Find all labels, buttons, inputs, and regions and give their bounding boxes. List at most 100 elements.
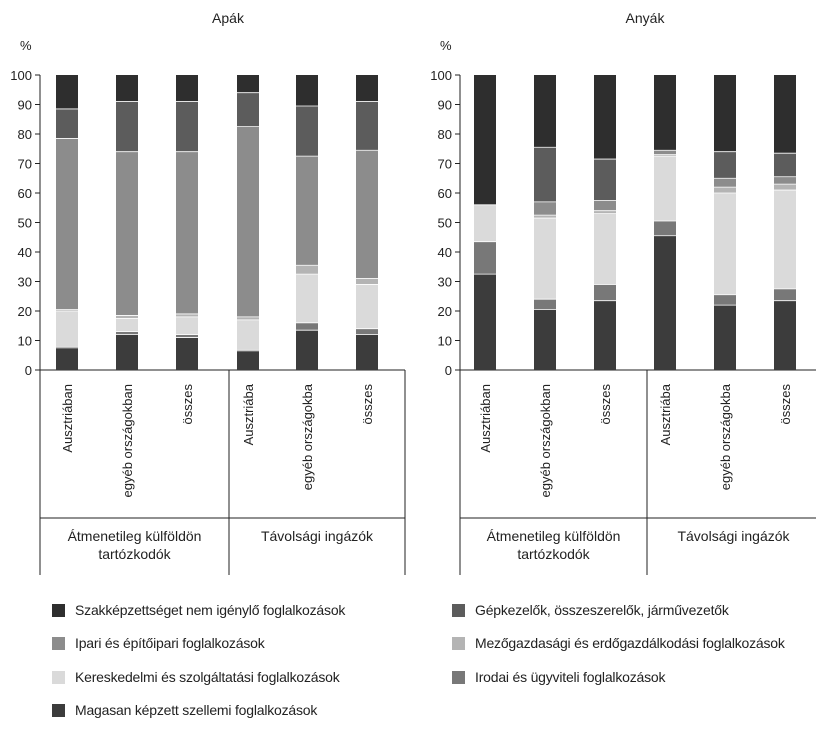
bar-segment-szakkepzettseg (774, 75, 796, 154)
bar-segment-irodai (56, 346, 78, 348)
bar-stack (654, 75, 676, 370)
bar-segment-szakkepzettseg (116, 75, 138, 102)
bar-segment-gepkezelok (296, 105, 318, 157)
legend-item-kereskedelmi: Kereskedelmi és szolgáltatási foglalkozá… (52, 669, 340, 685)
bar-stack (296, 75, 318, 370)
bar-segment-kereskedelmi (56, 311, 78, 347)
legend-label: Irodai és ügyviteli foglalkozások (475, 669, 666, 685)
bar-segment-ipari (774, 176, 796, 185)
bar-segment-gepkezelok (594, 159, 616, 201)
legend-item-gepkezelok: Gépkezelők, összeszerelők, járművezetők (452, 602, 729, 618)
x-tick-label: Ausztriában (60, 384, 75, 453)
bar-segment-szakkepzettseg (176, 75, 198, 102)
bar-segment-gepkezelok (714, 151, 736, 179)
y-tick-label: 10 (18, 334, 32, 349)
x-tick-label: összes (360, 384, 375, 425)
y-tick-label: 30 (438, 275, 452, 290)
bar-stack (594, 75, 616, 370)
bar-segment-mezogazdasagi (237, 316, 259, 320)
bar-segment-kereskedelmi (474, 204, 496, 242)
y-tick-label: 0 (445, 363, 452, 378)
y-tick-label: 90 (18, 98, 32, 113)
chart-title: Anyák (626, 10, 666, 26)
bar-segment-kereskedelmi (654, 156, 676, 222)
bar-segment-gepkezelok (237, 92, 259, 127)
x-tick-label: Ausztriában (478, 384, 493, 453)
bar-segment-irodai (534, 299, 556, 310)
bar-segment-ipari (296, 156, 318, 266)
group-label: Átmenetileg külföldön tartózkodók (487, 528, 621, 562)
bar-segment-magasan (176, 337, 198, 370)
bar-segment-szakkepzettseg (594, 75, 616, 160)
chart-panel-1: Apák% 0 10 20 30 40 50 60 70 80 90 100 Ausztriában eg… (10, 10, 406, 575)
x-tick-label: Ausztriába (241, 383, 256, 445)
bar-segment-magasan (56, 347, 78, 370)
bar-segment-magasan (356, 334, 378, 370)
bar-segment-magasan (474, 274, 496, 370)
legend-label: Mezőgazdasági és erdőgazdálkodási foglal… (475, 635, 785, 651)
legend-swatch (452, 603, 465, 617)
bar-segment-irodai (474, 241, 496, 275)
bar-segment-irodai (237, 349, 259, 351)
bar-segment-mezogazdasagi (296, 265, 318, 275)
group-label: Átmenetileg külföldön tartózkodók (68, 528, 202, 562)
bar-segment-irodai (774, 288, 796, 301)
bar-segment-gepkezelok (534, 147, 556, 202)
bar-segment-mezogazdasagi (356, 278, 378, 285)
y-tick-label: 10 (438, 334, 452, 349)
x-tick-label: egyéb országokban (120, 384, 135, 497)
bar-stack (56, 75, 78, 370)
bar-segment-mezogazdasagi (534, 215, 556, 219)
y-tick-label: 80 (18, 127, 32, 142)
bar-segment-mezogazdasagi (774, 184, 796, 191)
legend-item-irodai: Irodai és ügyviteli foglalkozások (452, 669, 665, 685)
y-tick-label: 50 (18, 216, 32, 231)
y-tick-label: 60 (438, 186, 452, 201)
bar-segment-kereskedelmi (116, 318, 138, 332)
bar-segment-kereskedelmi (356, 284, 378, 329)
x-tick-label: összes (778, 384, 793, 425)
bar-stack (474, 75, 496, 370)
bar-segment-irodai (356, 328, 378, 335)
y-unit-label: % (440, 38, 452, 53)
y-tick-label: 80 (438, 127, 452, 142)
bar-segment-ipari (594, 200, 616, 211)
legend-swatch (452, 636, 465, 650)
bar-segment-szakkepzettseg (56, 75, 78, 109)
legend-swatch (52, 603, 65, 617)
y-tick-label: 20 (438, 304, 452, 319)
bar-segment-gepkezelok (356, 101, 378, 151)
y-tick-label: 50 (438, 216, 452, 231)
bar-segment-mezogazdasagi (116, 315, 138, 319)
bar-segment-szakkepzettseg (356, 75, 378, 102)
bar-segment-mezogazdasagi (594, 210, 616, 214)
bar-segment-szakkepzettseg (474, 75, 496, 205)
bar-segment-irodai (594, 284, 616, 301)
y-tick-label: 70 (438, 157, 452, 172)
bar-segment-mezogazdasagi (714, 187, 736, 193)
legend-item-ipari: Ipari és építőipari foglalkozások (52, 635, 265, 651)
bar-segment-ipari (714, 178, 736, 188)
bar-segment-kereskedelmi (176, 316, 198, 335)
bar-segment-kereskedelmi (296, 274, 318, 323)
y-tick-label: 40 (438, 245, 452, 260)
bar-segment-mezogazdasagi (654, 154, 676, 157)
legend-item-mezogazdasagi: Mezőgazdasági és erdőgazdálkodási foglal… (452, 635, 785, 651)
bar-segment-szakkepzettseg (534, 75, 556, 148)
chart-panel-2: Anyák% 0 10 20 30 40 50 60 70 80 90 100 Ausztriában e… (430, 10, 816, 575)
bar-stack (176, 75, 198, 370)
bar-segment-irodai (296, 322, 318, 331)
x-tick-label: egyéb országokba (300, 383, 315, 490)
legend-swatch (52, 703, 65, 717)
bar-stack (356, 75, 378, 370)
bar-segment-irodai (176, 334, 198, 338)
legend-label: Szakképzettséget nem igénylő foglalkozás… (75, 602, 346, 618)
legend-item-magasan: Magasan képzett szellemi foglalkozások (52, 702, 317, 718)
group-label: Távolsági ingázók (677, 528, 790, 544)
bar-segment-irodai (654, 221, 676, 236)
bar-segment-irodai (116, 331, 138, 335)
legend-swatch (452, 670, 465, 684)
bar-segment-ipari (116, 151, 138, 316)
